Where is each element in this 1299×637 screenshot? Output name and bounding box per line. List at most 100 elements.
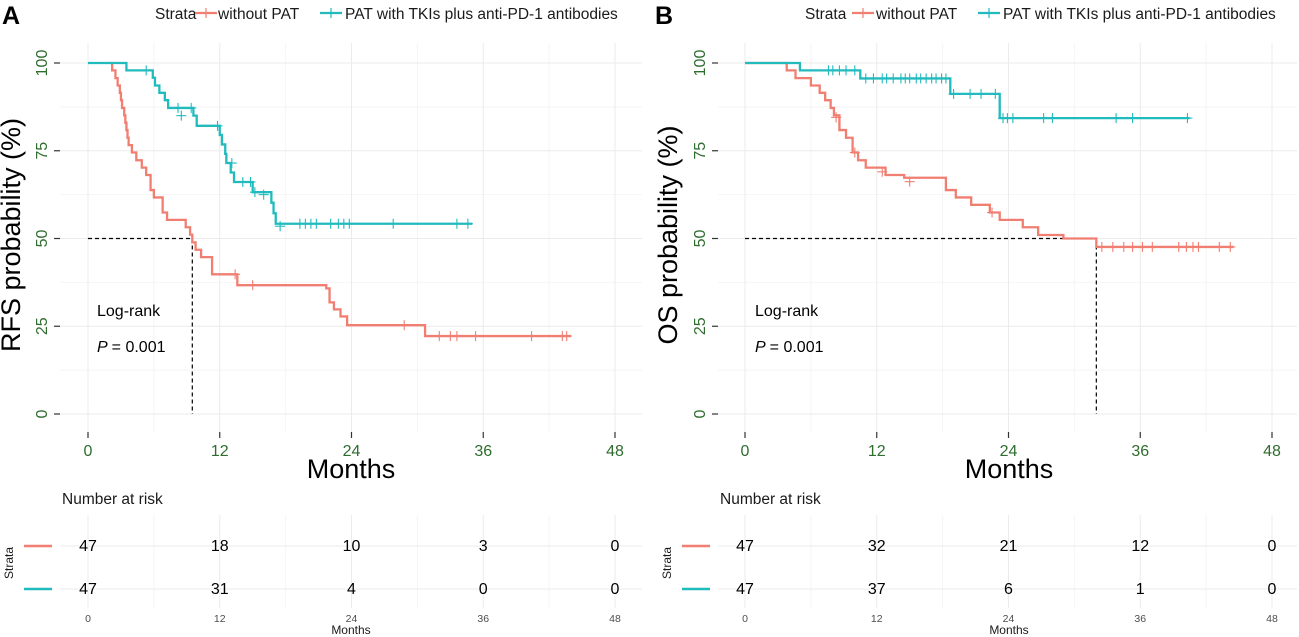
censor-mark <box>388 218 399 229</box>
survival-curve <box>745 61 1190 120</box>
censor-mark <box>965 88 976 99</box>
risk-x-tick-label: 12 <box>214 613 226 625</box>
x-tick-label: 36 <box>474 443 492 460</box>
risk-count-pat-with-tkis-plus-anti-pd-1-antibodies: 4 <box>347 581 356 598</box>
censor-mark <box>1182 113 1193 124</box>
y-tick-label: 0 <box>692 409 709 418</box>
legend-key-without-pat <box>852 8 874 18</box>
risk-count-pat-with-tkis-plus-anti-pd-1-antibodies: 0 <box>611 581 620 598</box>
risk-table-title: Number at risk <box>720 491 821 508</box>
censor-mark <box>841 65 852 76</box>
risk-x-label: Months <box>331 623 370 637</box>
censor-mark <box>230 269 241 280</box>
risk-x-tick-label: 0 <box>742 613 748 625</box>
censor-mark <box>1007 113 1018 124</box>
risk-x-label: Months <box>989 623 1028 637</box>
risk-strata-label: Strata <box>2 547 16 579</box>
risk-count-without-pat: 47 <box>79 538 97 555</box>
censor-mark <box>141 65 152 76</box>
censor-mark <box>462 218 473 229</box>
risk-count-without-pat: 12 <box>1131 538 1149 555</box>
risk-x-tick-label: 24 <box>1003 613 1015 625</box>
censor-mark <box>212 120 223 131</box>
y-tick-label: 75 <box>34 142 51 160</box>
p-value: P = 0.001 <box>755 339 824 356</box>
censor-mark <box>247 280 258 291</box>
censor-mark <box>245 176 256 187</box>
censor-mark <box>451 218 462 229</box>
y-tick-label: 75 <box>692 142 709 160</box>
risk-count-pat-with-tkis-plus-anti-pd-1-antibodies: 31 <box>211 581 229 598</box>
risk-count-pat-with-tkis-plus-anti-pd-1-antibodies: 0 <box>1268 581 1277 598</box>
survival-curve <box>745 61 1234 249</box>
p-symbol: P <box>97 339 108 356</box>
series-without-pat <box>745 61 1236 252</box>
censor-mark <box>1193 241 1204 252</box>
censor-mark <box>399 320 410 331</box>
censor-mark <box>1147 241 1158 252</box>
panel-letter: A <box>2 2 20 30</box>
survival-curve <box>109 61 572 338</box>
y-axis-title: OS probability (%) <box>653 125 683 344</box>
risk-count-pat-with-tkis-plus-anti-pd-1-antibodies: 6 <box>1004 581 1013 598</box>
risk-count-pat-with-tkis-plus-anti-pd-1-antibodies: 47 <box>736 581 754 598</box>
x-axis-title: Months <box>965 454 1054 484</box>
risk-count-without-pat: 32 <box>868 538 886 555</box>
risk-strata-label: Strata <box>660 547 674 579</box>
km-plot-rfs: 0 12 24 36 48 0 25 50 75 100 <box>34 43 642 460</box>
risk-count-without-pat: 0 <box>1268 538 1277 555</box>
risk-x-tick-label: 48 <box>609 613 621 625</box>
risk-count-pat-with-tkis-plus-anti-pd-1-antibodies: 1 <box>1136 581 1145 598</box>
censor-mark <box>311 218 322 229</box>
risk-count-without-pat: 18 <box>211 538 229 555</box>
legend-item-without-pat: without PAT <box>875 6 958 23</box>
risk-x-tick-label: 24 <box>346 613 358 625</box>
risk-table: Number at risk Strata 0 12 24 36 48 47 18 10 3 0 4… <box>2 491 642 637</box>
censor-mark <box>1118 241 1129 252</box>
y-axis-title: RFS probability (%) <box>0 118 26 352</box>
censor-mark <box>526 331 537 342</box>
censor-mark <box>561 331 572 342</box>
p-symbol: P <box>755 339 766 356</box>
y-tick-label: 0 <box>34 409 51 418</box>
censor-mark <box>1047 113 1058 124</box>
censor-mark <box>1096 241 1107 252</box>
censor-mark <box>176 110 187 121</box>
risk-count-without-pat: 21 <box>1000 538 1018 555</box>
censor-mark <box>877 166 888 177</box>
p-value: P = 0.001 <box>97 339 166 356</box>
censor-mark <box>1107 241 1118 252</box>
logrank-label: Log-rank <box>755 303 819 320</box>
km-plot-os: 0 12 24 36 48 0 25 50 75 100 <box>692 43 1297 460</box>
censor-mark <box>249 187 260 198</box>
censor-mark <box>1137 241 1148 252</box>
censor-mark <box>849 65 860 76</box>
x-tick-label: 24 <box>1000 443 1018 460</box>
censor-mark <box>451 331 462 342</box>
censor-mark <box>904 176 915 187</box>
risk-count-pat-with-tkis-plus-anti-pd-1-antibodies: 0 <box>479 581 488 598</box>
legend: Strata without PAT PAT with TKIs plus an… <box>805 6 1276 23</box>
series-pat-with-tkis-plus-anti-pd-1-antibodies <box>745 61 1193 124</box>
x-tick-label: 0 <box>84 443 93 460</box>
survival-curve <box>88 61 473 225</box>
y-tick-label: 50 <box>692 230 709 248</box>
censor-mark <box>831 112 842 123</box>
censor-mark <box>987 207 998 218</box>
censor-mark <box>275 221 286 232</box>
censor-mark <box>344 218 355 229</box>
censor-mark <box>1038 113 1049 124</box>
y-tick-label: 100 <box>34 50 51 77</box>
x-tick-label: 36 <box>1131 443 1149 460</box>
censor-mark <box>990 88 1001 99</box>
legend-title: Strata <box>805 6 847 23</box>
censor-mark <box>434 331 445 342</box>
censor-mark <box>976 88 987 99</box>
censor-mark <box>1127 113 1138 124</box>
risk-x-tick-label: 12 <box>871 613 883 625</box>
censor-mark <box>258 189 269 200</box>
risk-count-without-pat: 0 <box>611 538 620 555</box>
risk-table-grid: 0 12 24 36 48 47 18 10 3 0 47 31 4 0 0 <box>60 515 642 625</box>
x-tick-label: 12 <box>211 443 229 460</box>
